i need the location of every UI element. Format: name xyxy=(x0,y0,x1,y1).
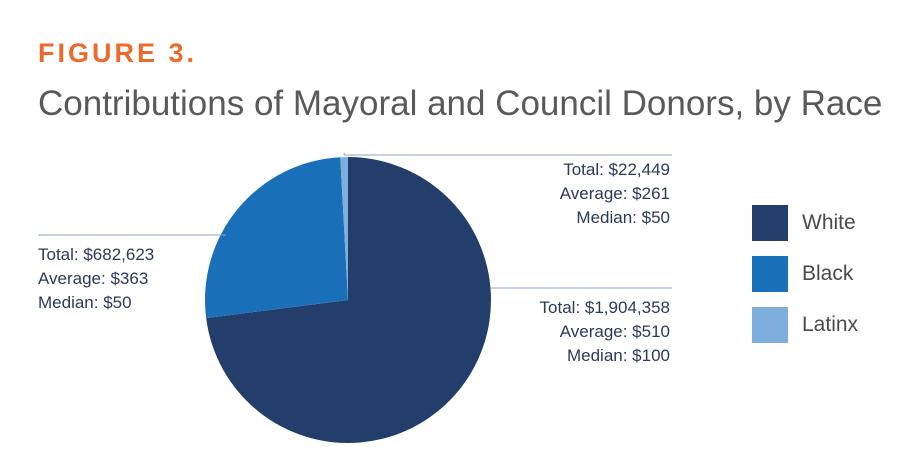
legend-swatch-white xyxy=(752,205,788,241)
pie-slice-white xyxy=(206,157,492,443)
latinx-total: Total: $22,449 xyxy=(563,160,670,179)
legend-swatch-latinx xyxy=(752,307,788,343)
latinx-median: Median: $50 xyxy=(576,208,670,227)
white-annotation: Total: $1,904,358 Average: $510 Median: … xyxy=(540,296,670,368)
white-median: Median: $100 xyxy=(566,346,670,365)
legend-item-latinx: Latinx xyxy=(752,307,858,343)
leader-line-latinx xyxy=(343,153,672,156)
legend-swatch-black xyxy=(752,256,788,292)
white-total: Total: $1,904,358 xyxy=(539,298,670,317)
black-median: Median: $50 xyxy=(38,293,132,312)
black-total: Total: $682,623 xyxy=(38,245,155,264)
latinx-average: Average: $261 xyxy=(559,184,670,203)
legend-item-black: Black xyxy=(752,256,858,292)
figure-title: Contributions of Mayoral and Council Don… xyxy=(38,84,883,123)
legend: White Black Latinx xyxy=(752,205,858,358)
figure-label: FIGURE 3. xyxy=(38,38,198,68)
legend-label-white: White xyxy=(802,211,856,234)
legend-label-latinx: Latinx xyxy=(802,313,859,336)
pie-slice-black xyxy=(205,157,348,319)
legend-label-black: Black xyxy=(802,262,854,285)
pie-slice-latinx xyxy=(340,157,348,300)
latinx-annotation: Total: $22,449 Average: $261 Median: $50 xyxy=(560,158,670,230)
white-average: Average: $510 xyxy=(559,322,670,341)
black-annotation: Total: $682,623 Average: $363 Median: $5… xyxy=(38,243,154,315)
legend-item-white: White xyxy=(752,205,858,241)
black-average: Average: $363 xyxy=(38,269,149,288)
